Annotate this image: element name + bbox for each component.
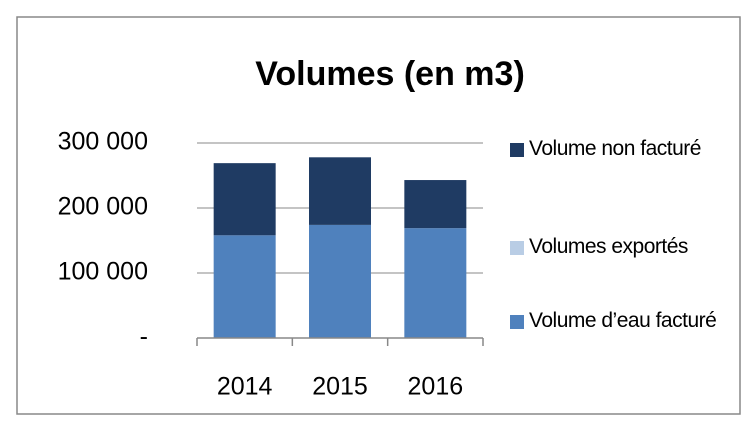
- x-tick-label: 2015: [312, 373, 368, 401]
- y-tick-label: 100 000: [58, 258, 148, 286]
- bar-segment: [404, 180, 467, 229]
- legend-label: Volumes exportés: [529, 235, 688, 258]
- bar-segment: [404, 228, 467, 338]
- legend-swatch: [510, 315, 524, 329]
- chart-title: Volumes (en m3): [255, 55, 525, 93]
- x-tick-label: 2014: [217, 373, 273, 401]
- legend-label: Volume non facturé: [529, 137, 701, 160]
- chart-border: [16, 16, 741, 415]
- y-tick-label: 300 000: [58, 128, 148, 156]
- legend-swatch: [510, 143, 524, 157]
- legend-label: Volume d’eau facturé: [529, 309, 717, 332]
- bar-segment: [309, 157, 371, 225]
- x-tick-label: 2016: [408, 373, 464, 401]
- bar-segment: [213, 235, 276, 338]
- legend-swatch: [510, 241, 524, 255]
- y-tick-label: 200 000: [58, 193, 148, 221]
- y-tick-label: -: [140, 323, 148, 351]
- bar-segment: [309, 224, 371, 338]
- bar-segment: [213, 163, 276, 236]
